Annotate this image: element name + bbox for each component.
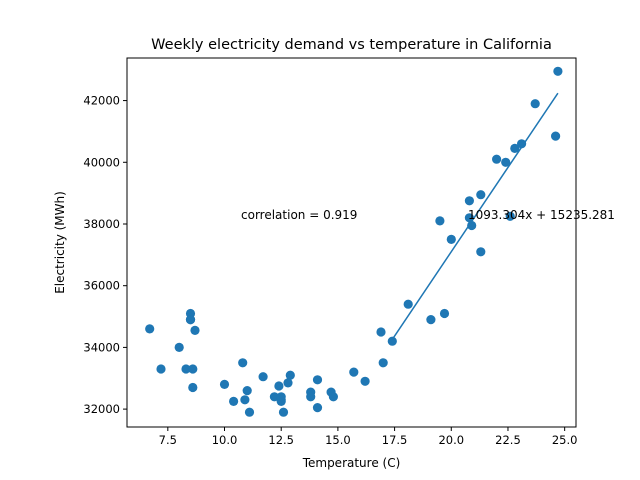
data-point <box>240 395 250 405</box>
data-point <box>501 157 511 167</box>
data-point <box>258 372 268 382</box>
x-tick-label: 20.0 <box>438 433 464 447</box>
y-tick-label: 36000 <box>83 279 120 293</box>
data-point <box>190 325 200 335</box>
data-point <box>328 392 338 402</box>
data-point <box>446 234 456 244</box>
data-point <box>278 407 289 417</box>
data-point <box>403 299 413 309</box>
y-tick-label: 34000 <box>83 340 120 354</box>
data-point <box>476 247 486 257</box>
data-point <box>376 327 386 337</box>
data-point <box>312 403 323 413</box>
x-axis: 7.5 10.0 12.5 15.0 17.5 20.0 22.5 25.0 <box>159 427 578 447</box>
data-point <box>181 364 191 374</box>
y-tick-label: 42000 <box>83 94 120 108</box>
y-tick-label: 38000 <box>83 217 120 231</box>
y-axis: 32000 34000 36000 38000 40000 42000 <box>83 94 127 416</box>
plot-frame <box>126 57 577 428</box>
data-point <box>426 315 436 325</box>
data-point <box>242 386 252 396</box>
data-point <box>510 143 520 153</box>
x-tick-label: 10.0 <box>212 433 238 447</box>
equation-annotation: 1093.304x + 15235.281 <box>468 208 615 222</box>
data-point <box>285 370 295 380</box>
data-point <box>492 154 502 164</box>
y-axis-label: Electricity (MWh) <box>53 191 67 294</box>
data-point <box>229 396 239 406</box>
data-point <box>553 66 563 76</box>
regression-line <box>391 92 559 340</box>
data-point <box>530 99 540 109</box>
data-point <box>464 196 474 206</box>
data-point <box>238 358 248 368</box>
data-point <box>174 342 184 352</box>
x-tick-label: 17.5 <box>382 433 408 447</box>
data-point <box>145 324 155 334</box>
x-tick-label: 12.5 <box>268 433 294 447</box>
data-point <box>188 382 198 393</box>
data-point <box>378 358 388 368</box>
y-tick-label: 40000 <box>83 155 120 169</box>
data-point <box>312 375 323 385</box>
data-point <box>439 308 450 319</box>
data-point <box>188 364 198 374</box>
data-point <box>244 407 255 417</box>
correlation-annotation: correlation = 0.919 <box>241 208 357 222</box>
y-tick-label: 32000 <box>83 402 120 416</box>
chart-title: Weekly electricity demand vs temperature… <box>151 37 552 53</box>
x-tick-label: 7.5 <box>159 433 177 447</box>
x-tick-label: 25.0 <box>552 433 578 447</box>
data-point <box>435 216 445 226</box>
data-point <box>517 139 527 149</box>
x-tick-label: 15.0 <box>325 433 351 447</box>
data-point <box>360 376 370 386</box>
data-point <box>185 315 196 325</box>
data-point <box>551 131 561 141</box>
data-point <box>505 211 515 221</box>
data-point <box>306 392 316 402</box>
data-point <box>387 336 397 346</box>
data-point <box>219 379 230 389</box>
data-point <box>476 190 486 200</box>
data-point <box>467 220 477 231</box>
x-axis-label: Temperature (C) <box>302 456 401 470</box>
x-tick-label: 22.5 <box>495 433 521 447</box>
data-point <box>274 381 284 391</box>
data-point <box>276 392 286 402</box>
data-point <box>283 378 293 388</box>
data-point <box>156 364 166 374</box>
data-point <box>349 367 359 377</box>
